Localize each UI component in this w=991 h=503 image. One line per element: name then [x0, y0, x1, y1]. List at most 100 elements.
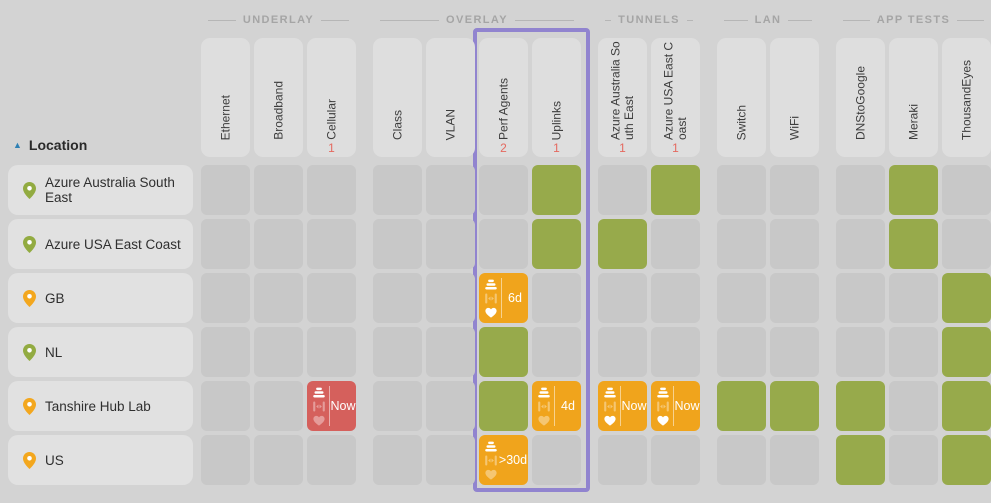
column-header-wifi[interactable]: WiFi — [770, 38, 819, 157]
cell-azure-australia-south-east-azure-australia-south-east[interactable] — [598, 165, 647, 215]
location-row-azure-usa-east-coast[interactable]: Azure USA East Coast — [8, 219, 193, 269]
cell-nl-meraki[interactable] — [889, 327, 938, 377]
cell-azure-australia-south-east-perf-agents[interactable] — [479, 165, 528, 215]
cell-gb-thousandeyes[interactable] — [942, 273, 991, 323]
cell-gb-wifi[interactable] — [770, 273, 819, 323]
cell-azure-usa-east-coast-switch[interactable] — [717, 219, 766, 269]
cell-nl-thousandeyes[interactable] — [942, 327, 991, 377]
cell-azure-usa-east-coast-broadband[interactable] — [254, 219, 303, 269]
cell-gb-ethernet[interactable] — [201, 273, 250, 323]
cell-azure-usa-east-coast-thousandeyes[interactable] — [942, 219, 991, 269]
cell-azure-usa-east-coast-azure-usa-east-coast[interactable] — [651, 219, 700, 269]
cell-us-uplinks[interactable] — [532, 435, 581, 485]
cell-tanshire-hub-lab-azure-usa-east-coast[interactable]: Now — [651, 381, 700, 431]
cell-azure-usa-east-coast-wifi[interactable] — [770, 219, 819, 269]
cell-tanshire-hub-lab-wifi[interactable] — [770, 381, 819, 431]
location-row-us[interactable]: US — [8, 435, 193, 485]
cell-nl-broadband[interactable] — [254, 327, 303, 377]
cell-nl-class[interactable] — [373, 327, 422, 377]
column-header-azure-usa-east-coast[interactable]: Azure USA East Coast 1 — [651, 38, 700, 157]
cell-us-meraki[interactable] — [889, 435, 938, 485]
cell-azure-australia-south-east-thousandeyes[interactable] — [942, 165, 991, 215]
column-header-uplinks[interactable]: Uplinks 1 — [532, 38, 581, 157]
cell-azure-australia-south-east-ethernet[interactable] — [201, 165, 250, 215]
cell-azure-usa-east-coast-uplinks[interactable] — [532, 219, 581, 269]
cell-tanshire-hub-lab-broadband[interactable] — [254, 381, 303, 431]
column-header-switch[interactable]: Switch — [717, 38, 766, 157]
cell-gb-azure-usa-east-coast[interactable] — [651, 273, 700, 323]
column-header-vlan[interactable]: VLAN — [426, 38, 475, 157]
cell-us-dnstogoogle[interactable] — [836, 435, 885, 485]
cell-azure-usa-east-coast-azure-australia-south-east[interactable] — [598, 219, 647, 269]
cell-tanshire-hub-lab-azure-australia-south-east[interactable]: Now — [598, 381, 647, 431]
cell-azure-usa-east-coast-class[interactable] — [373, 219, 422, 269]
cell-tanshire-hub-lab-ethernet[interactable] — [201, 381, 250, 431]
cell-us-azure-australia-south-east[interactable] — [598, 435, 647, 485]
cell-us-ethernet[interactable] — [201, 435, 250, 485]
location-row-gb[interactable]: GB — [8, 273, 193, 323]
column-header-azure-australia-south-east[interactable]: Azure Australia South East 1 — [598, 38, 647, 157]
column-header-class[interactable]: Class — [373, 38, 422, 157]
cell-azure-usa-east-coast-ethernet[interactable] — [201, 219, 250, 269]
cell-azure-australia-south-east-cellular[interactable] — [307, 165, 356, 215]
cell-us-azure-usa-east-coast[interactable] — [651, 435, 700, 485]
cell-us-broadband[interactable] — [254, 435, 303, 485]
cell-gb-broadband[interactable] — [254, 273, 303, 323]
cell-gb-class[interactable] — [373, 273, 422, 323]
cell-us-class[interactable] — [373, 435, 422, 485]
cell-us-switch[interactable] — [717, 435, 766, 485]
cell-tanshire-hub-lab-dnstogoogle[interactable] — [836, 381, 885, 431]
cell-tanshire-hub-lab-switch[interactable] — [717, 381, 766, 431]
cell-azure-usa-east-coast-dnstogoogle[interactable] — [836, 219, 885, 269]
cell-nl-vlan[interactable] — [426, 327, 475, 377]
cell-us-vlan[interactable] — [426, 435, 475, 485]
location-sort-header[interactable]: ▲ Location — [13, 137, 87, 153]
cell-nl-perf-agents[interactable] — [479, 327, 528, 377]
cell-azure-australia-south-east-azure-usa-east-coast[interactable] — [651, 165, 700, 215]
cell-azure-usa-east-coast-perf-agents[interactable] — [479, 219, 528, 269]
cell-nl-dnstogoogle[interactable] — [836, 327, 885, 377]
cell-nl-azure-australia-south-east[interactable] — [598, 327, 647, 377]
cell-gb-dnstogoogle[interactable] — [836, 273, 885, 323]
cell-nl-azure-usa-east-coast[interactable] — [651, 327, 700, 377]
cell-gb-vlan[interactable] — [426, 273, 475, 323]
cell-gb-cellular[interactable] — [307, 273, 356, 323]
cell-us-thousandeyes[interactable] — [942, 435, 991, 485]
cell-gb-azure-australia-south-east[interactable] — [598, 273, 647, 323]
cell-us-perf-agents[interactable]: >30d — [479, 435, 528, 485]
cell-azure-usa-east-coast-cellular[interactable] — [307, 219, 356, 269]
column-header-dnstogoogle[interactable]: DNStoGoogle — [836, 38, 885, 157]
cell-gb-meraki[interactable] — [889, 273, 938, 323]
column-header-perf-agents[interactable]: Perf Agents 2 — [479, 38, 528, 157]
cell-nl-ethernet[interactable] — [201, 327, 250, 377]
cell-nl-switch[interactable] — [717, 327, 766, 377]
column-header-ethernet[interactable]: Ethernet — [201, 38, 250, 157]
location-row-nl[interactable]: NL — [8, 327, 193, 377]
cell-azure-australia-south-east-switch[interactable] — [717, 165, 766, 215]
cell-azure-australia-south-east-dnstogoogle[interactable] — [836, 165, 885, 215]
cell-azure-australia-south-east-vlan[interactable] — [426, 165, 475, 215]
cell-tanshire-hub-lab-vlan[interactable] — [426, 381, 475, 431]
cell-us-cellular[interactable] — [307, 435, 356, 485]
cell-nl-uplinks[interactable] — [532, 327, 581, 377]
location-row-azure-australia-south-east[interactable]: Azure Australia South East — [8, 165, 193, 215]
cell-azure-australia-south-east-class[interactable] — [373, 165, 422, 215]
cell-gb-perf-agents[interactable]: 6d — [479, 273, 528, 323]
cell-tanshire-hub-lab-uplinks[interactable]: 4d — [532, 381, 581, 431]
cell-azure-australia-south-east-wifi[interactable] — [770, 165, 819, 215]
cell-tanshire-hub-lab-perf-agents[interactable] — [479, 381, 528, 431]
cell-us-wifi[interactable] — [770, 435, 819, 485]
column-header-thousandeyes[interactable]: ThousandEyes — [942, 38, 991, 157]
cell-azure-australia-south-east-broadband[interactable] — [254, 165, 303, 215]
cell-azure-australia-south-east-uplinks[interactable] — [532, 165, 581, 215]
cell-azure-australia-south-east-meraki[interactable] — [889, 165, 938, 215]
cell-tanshire-hub-lab-class[interactable] — [373, 381, 422, 431]
column-header-broadband[interactable]: Broadband — [254, 38, 303, 157]
location-row-tanshire-hub-lab[interactable]: Tanshire Hub Lab — [8, 381, 193, 431]
cell-tanshire-hub-lab-cellular[interactable]: Now — [307, 381, 356, 431]
cell-gb-switch[interactable] — [717, 273, 766, 323]
cell-nl-cellular[interactable] — [307, 327, 356, 377]
cell-azure-usa-east-coast-vlan[interactable] — [426, 219, 475, 269]
cell-tanshire-hub-lab-thousandeyes[interactable] — [942, 381, 991, 431]
cell-tanshire-hub-lab-meraki[interactable] — [889, 381, 938, 431]
